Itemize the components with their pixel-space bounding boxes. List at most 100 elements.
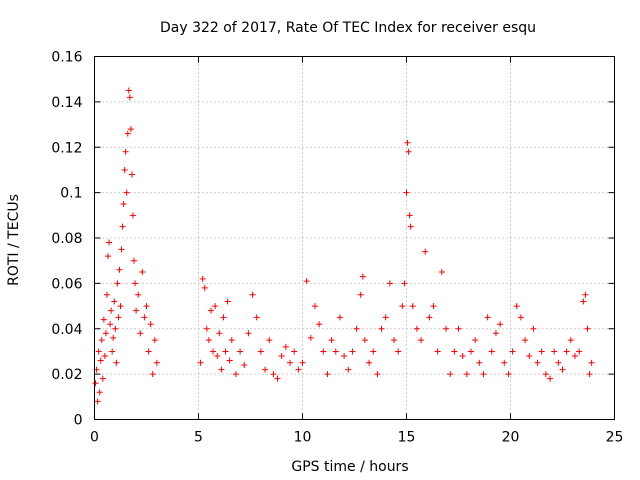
x-tick-label: 5 [194,430,203,446]
data-point [559,366,566,373]
data-point [505,371,512,378]
data-point [124,130,131,137]
data-point [567,337,574,344]
data-point [210,348,217,355]
data-point [324,371,331,378]
data-point [137,330,144,337]
data-point [218,366,225,373]
data-point [98,337,105,344]
x-tick-label: 0 [90,430,99,446]
data-point [109,348,116,355]
data-point [203,325,210,332]
data-point [120,200,127,207]
data-point [534,359,541,366]
data-point [480,371,487,378]
data-point [201,284,208,291]
data-point [96,389,103,396]
data-point [126,94,133,101]
data-point [278,352,285,359]
data-point [257,348,264,355]
data-point [403,189,410,196]
data-point [99,375,106,382]
data-point [395,348,402,355]
data-point [588,359,595,366]
data-point [374,371,381,378]
data-point [391,337,398,344]
data-point [341,352,348,359]
data-point [386,280,393,287]
x-tick-label: 10 [294,430,312,446]
data-point [199,275,206,282]
data-point [401,280,408,287]
data-point [299,359,306,366]
data-point [555,359,562,366]
y-axis-label: ROTI / TECUs [6,194,22,286]
data-point [563,348,570,355]
data-point [274,375,281,382]
data-point [320,348,327,355]
data-point [133,307,140,314]
data-point [135,291,142,298]
data-point [266,337,273,344]
data-point [128,171,135,178]
data-point [117,303,124,310]
y-tick-label: 0.14 [51,95,82,111]
data-point [582,291,589,298]
data-point [378,325,385,332]
data-point [237,348,244,355]
data-point [287,359,294,366]
data-point [447,371,454,378]
data-point [129,212,136,219]
y-tick-label: 0.1 [60,186,82,202]
data-point [303,278,310,285]
data-point [115,314,122,321]
data-point [95,348,102,355]
data-point [353,325,360,332]
data-point [121,166,128,173]
data-point [497,321,504,328]
data-point [484,314,491,321]
data-point [336,314,343,321]
data-point [153,359,160,366]
data-point [584,325,591,332]
data-point [404,139,411,146]
data-point [311,303,318,310]
data-point [270,371,277,378]
data-point [127,126,134,133]
data-point [443,325,450,332]
data-point [307,334,314,341]
data-point [132,280,139,287]
x-tick-label: 25 [606,430,624,446]
data-point [476,359,483,366]
data-point [119,223,126,230]
data-point [143,303,150,310]
data-point [232,371,239,378]
data-point [488,348,495,355]
data-point [114,280,121,287]
data-point [123,189,130,196]
data-point [345,366,352,373]
data-point [492,330,499,337]
data-point [370,348,377,355]
data-point [145,348,152,355]
y-tick-label: 0.02 [51,367,82,383]
data-point [413,325,420,332]
data-point [226,357,233,364]
x-tick-label: 15 [398,430,416,446]
data-point [105,253,112,260]
data-point [102,330,109,337]
data-point [409,303,416,310]
data-point [382,314,389,321]
data-point [472,337,479,344]
data-point [405,148,412,155]
data-point [147,321,154,328]
data-point [513,303,520,310]
y-tick-label: 0.08 [51,231,82,247]
data-point [467,348,474,355]
data-point [366,359,373,366]
y-tick-label: 0.04 [51,322,82,338]
chart-title: Day 322 of 2017, Rate Of TEC Index for r… [160,20,536,36]
data-point [522,337,529,344]
y-tick-label: 0.12 [51,140,82,156]
data-point [332,348,339,355]
